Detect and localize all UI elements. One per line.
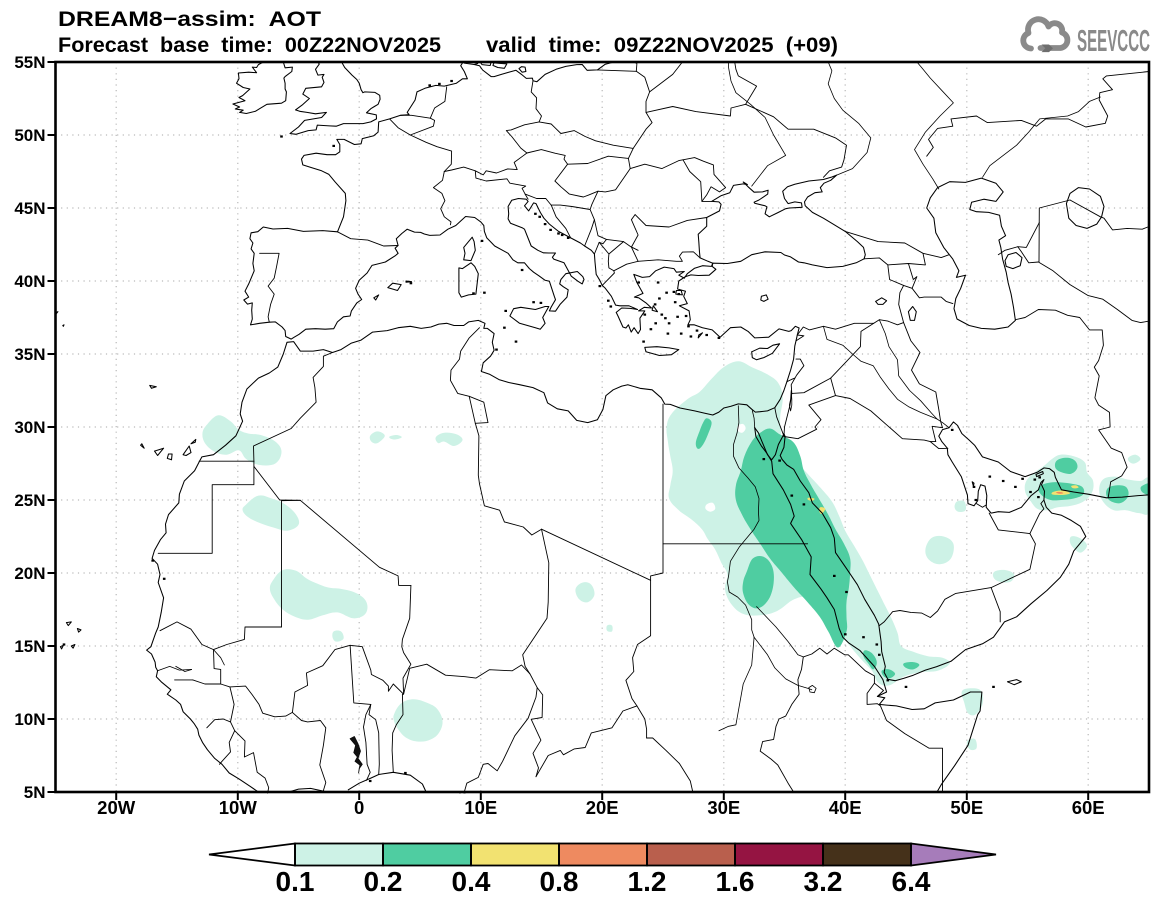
svg-text:3.2: 3.2 bbox=[804, 866, 843, 897]
svg-text:10E: 10E bbox=[464, 797, 497, 818]
svg-text:0.2: 0.2 bbox=[364, 866, 403, 897]
svg-text:10W: 10W bbox=[219, 797, 258, 818]
svg-text:20N: 20N bbox=[14, 564, 45, 583]
svg-text:55N: 55N bbox=[14, 53, 45, 72]
svg-text:40E: 40E bbox=[829, 797, 862, 818]
svg-text:Forecast base time: 00Z22NOV20: Forecast base time: 00Z22NOV2025 bbox=[58, 33, 441, 57]
svg-text:15N: 15N bbox=[14, 637, 45, 656]
svg-text:60E: 60E bbox=[1072, 797, 1105, 818]
svg-text:1.6: 1.6 bbox=[716, 866, 755, 897]
svg-text:35N: 35N bbox=[14, 345, 45, 364]
svg-text:50N: 50N bbox=[14, 126, 45, 145]
svg-text:0.4: 0.4 bbox=[452, 866, 491, 897]
svg-text:SEEVCCC: SEEVCCC bbox=[1077, 23, 1150, 58]
svg-text:45N: 45N bbox=[14, 199, 45, 218]
svg-text:10N: 10N bbox=[14, 710, 45, 729]
svg-text:20E: 20E bbox=[586, 797, 619, 818]
svg-text:valid time: 09Z22NOV2025 (+09): valid time: 09Z22NOV2025 (+09) bbox=[486, 33, 838, 57]
svg-text:40N: 40N bbox=[14, 272, 45, 291]
svg-text:20W: 20W bbox=[97, 797, 136, 818]
svg-text:0.8: 0.8 bbox=[540, 866, 579, 897]
svg-text:5N: 5N bbox=[24, 783, 46, 802]
svg-text:DREAM8−assim: AOT: DREAM8−assim: AOT bbox=[58, 7, 321, 31]
svg-text:6.4: 6.4 bbox=[892, 866, 931, 897]
svg-text:0: 0 bbox=[354, 797, 364, 818]
svg-text:25N: 25N bbox=[14, 491, 45, 510]
svg-text:30N: 30N bbox=[14, 418, 45, 437]
svg-text:0.1: 0.1 bbox=[276, 866, 315, 897]
svg-text:1.2: 1.2 bbox=[628, 866, 667, 897]
svg-text:30E: 30E bbox=[707, 797, 740, 818]
svg-text:50E: 50E bbox=[950, 797, 983, 818]
